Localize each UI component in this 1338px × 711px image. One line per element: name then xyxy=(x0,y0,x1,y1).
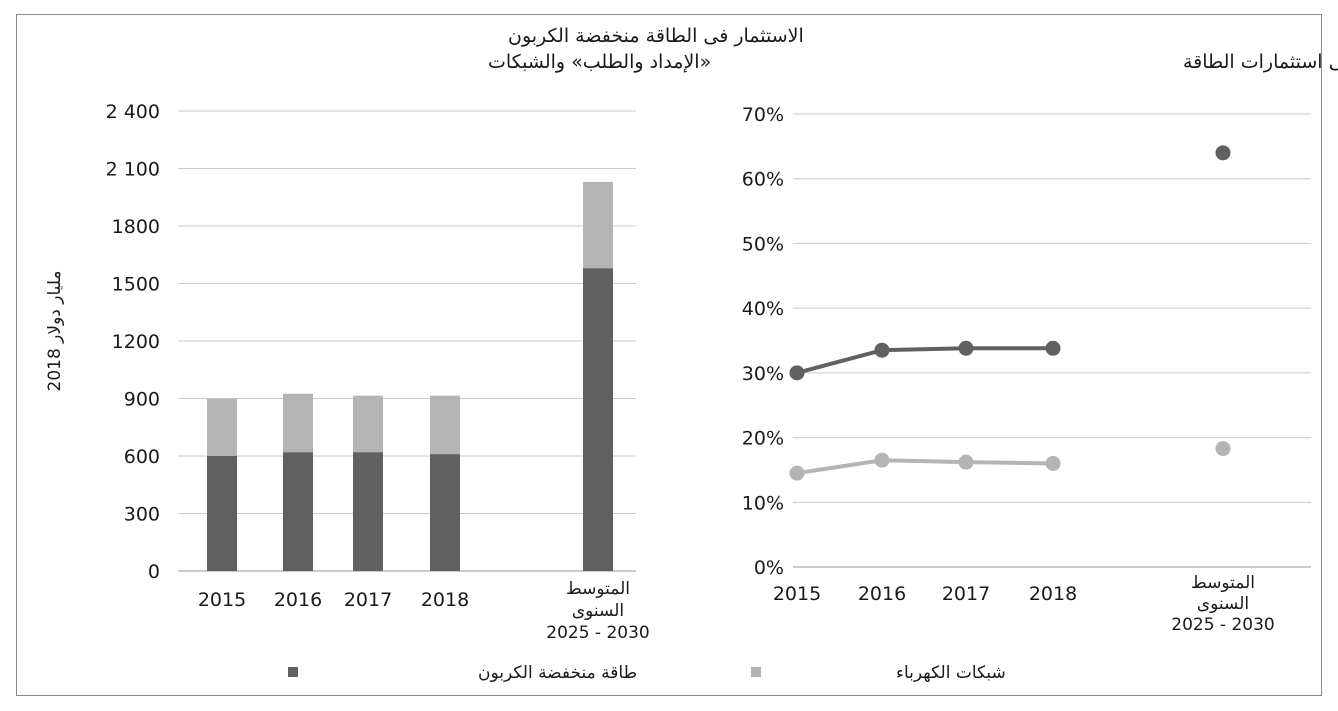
left-y-axis-label: مليار دولار 2018 xyxy=(45,270,65,391)
bar-grids xyxy=(430,395,460,455)
bar-grids xyxy=(353,395,383,453)
right-x-tick-label: 2030 - 2025 xyxy=(1171,615,1274,635)
left-x-tick-label: المتوسط xyxy=(566,579,630,599)
bar-grids xyxy=(283,393,313,453)
right-x-tick-label: 2015 xyxy=(773,583,821,605)
right-y-tick-label: 20% xyxy=(742,428,784,450)
left-y-tick-label: 1200 xyxy=(112,331,160,353)
bar-low-carbon xyxy=(283,452,313,571)
right-y-tick-label: 30% xyxy=(742,363,784,385)
left-x-tick-label: 2018 xyxy=(421,589,469,611)
right-y-tick-label: 40% xyxy=(742,298,784,320)
bar-low-carbon xyxy=(430,454,460,571)
left-y-tick-label: 900 xyxy=(124,389,160,411)
point-grids xyxy=(1215,441,1231,457)
left-y-tick-label: 600 xyxy=(124,446,160,468)
left-x-tick-label: 2016 xyxy=(274,589,322,611)
left-x-tick-label: 2030 - 2025 xyxy=(546,623,649,643)
legend-swatch xyxy=(288,667,298,677)
left-y-tick-label: 300 xyxy=(124,504,160,526)
legend-label: طاقة منخفضة الكربون xyxy=(478,663,637,683)
left-y-tick-label: 1500 xyxy=(112,274,160,296)
right-x-tick-label: 2017 xyxy=(942,583,990,605)
bar-low-carbon xyxy=(353,452,383,571)
left-x-tick-label: 2017 xyxy=(344,589,392,611)
left-x-tick-label: السنوى xyxy=(572,601,624,621)
right-x-tick-label: المتوسط xyxy=(1191,573,1255,593)
point-grids xyxy=(874,452,890,468)
point-grids xyxy=(958,454,974,470)
left-y-tick-label: 1800 xyxy=(112,216,160,238)
line-grids xyxy=(796,458,1054,476)
left-y-tick-label: 0 xyxy=(148,561,160,583)
right-y-tick-label: 60% xyxy=(742,169,784,191)
right-x-tick-label: 2018 xyxy=(1029,583,1077,605)
point-grids xyxy=(789,465,805,481)
left-x-tick-label: 2015 xyxy=(198,589,246,611)
bar-low-carbon xyxy=(583,268,613,571)
legend: طاقة منخفضة الكربون شبكات الكهرباء xyxy=(288,663,1006,683)
right-y-tick-label: 50% xyxy=(742,233,784,255)
bar-grids xyxy=(207,398,237,456)
right-share-scatter-chart: حصة من إجمالى استثمارات الطاقة 0% 10% 20% 30… xyxy=(742,51,1338,635)
right-title: حصة من إجمالى استثمارات الطاقة xyxy=(1183,51,1338,74)
legend-swatch xyxy=(751,667,761,677)
left-y-tick-label: 2 100 xyxy=(106,159,160,181)
figure-frame xyxy=(16,14,1322,696)
bar-low-carbon xyxy=(207,456,237,571)
right-x-tick-label: 2016 xyxy=(858,583,906,605)
right-y-tick-label: 70% xyxy=(742,104,784,126)
left-title-line-1: الاستثمار فى الطاقة منخفضة الكربون xyxy=(508,25,804,47)
right-x-tick-label: السنوى xyxy=(1197,594,1249,614)
point-grids xyxy=(1045,455,1061,471)
left-y-tick-label: 2 400 xyxy=(106,101,160,123)
legend-label: شبكات الكهرباء xyxy=(896,663,1006,683)
left-title-line-2: «الإمداد والطلب» والشبكات xyxy=(488,51,711,73)
point-low-carbon xyxy=(1215,145,1231,161)
left-stacked-bar-chart: الاستثمار فى الطاقة منخفضة الكربون «الإمد… xyxy=(45,25,804,643)
point-low-carbon xyxy=(958,340,974,356)
point-low-carbon xyxy=(789,365,805,381)
right-y-tick-label: 10% xyxy=(742,492,784,514)
point-low-carbon xyxy=(1045,340,1061,356)
point-low-carbon xyxy=(874,342,890,358)
right-y-tick-label: 0% xyxy=(754,557,784,579)
line-low-carbon xyxy=(796,346,1053,375)
bar-grids xyxy=(583,181,613,269)
